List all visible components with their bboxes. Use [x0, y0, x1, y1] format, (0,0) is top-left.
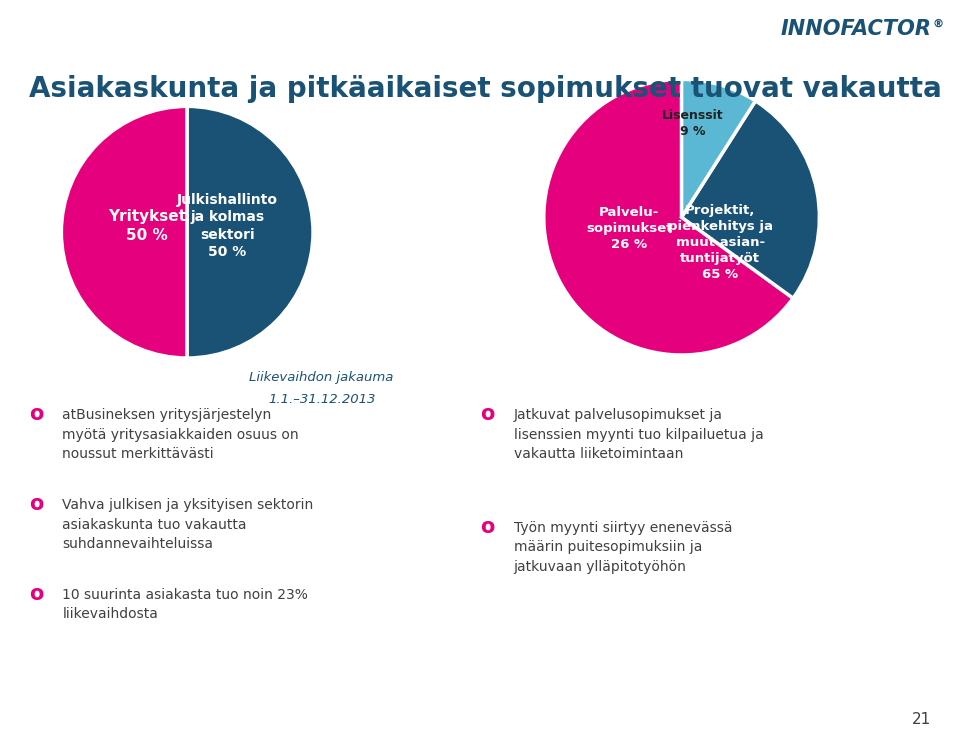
- Text: Liikevaihdon jakauma: Liikevaihdon jakauma: [250, 371, 394, 383]
- Text: o: o: [29, 584, 43, 604]
- Text: Projektit,
pienkehitys ja
muut asian-
tuntijatyöt
65 %: Projektit, pienkehitys ja muut asian- tu…: [668, 204, 773, 281]
- Text: o: o: [480, 404, 494, 425]
- Wedge shape: [543, 79, 793, 355]
- Text: INNOFACTOR: INNOFACTOR: [780, 19, 931, 39]
- Text: Jatkuvat palvelusopimukset ja
lisenssien myynti tuo kilpailuetua ja
vakautta lii: Jatkuvat palvelusopimukset ja lisenssien…: [514, 408, 763, 461]
- Text: atBusineksen yritysjärjestelyn
myötä yritysasiakkaiden osuus on
noussut merkittä: atBusineksen yritysjärjestelyn myötä yri…: [62, 408, 299, 461]
- Text: 10 suurinta asiakasta tuo noin 23%
liikevaihdosta: 10 suurinta asiakasta tuo noin 23% liike…: [62, 588, 308, 622]
- Text: 1.1.–31.12.2013: 1.1.–31.12.2013: [268, 393, 375, 406]
- Wedge shape: [61, 106, 187, 358]
- Text: Palvelu-
sopimukset
26 %: Palvelu- sopimukset 26 %: [586, 206, 672, 251]
- Wedge shape: [187, 106, 313, 358]
- Text: Vahva julkisen ja yksityisen sektorin
asiakaskunta tuo vakautta
suhdannevaihtelu: Vahva julkisen ja yksityisen sektorin as…: [62, 498, 314, 551]
- Text: ®: ®: [932, 19, 944, 28]
- Text: Julkishallinto
ja kolmas
sektori
50 %: Julkishallinto ja kolmas sektori 50 %: [177, 193, 278, 259]
- Text: o: o: [29, 404, 43, 425]
- Text: Yritykset
50 %: Yritykset 50 %: [108, 209, 186, 243]
- Text: o: o: [480, 517, 494, 537]
- Text: 21: 21: [912, 712, 931, 727]
- Wedge shape: [682, 101, 820, 298]
- Text: Työn myynti siirtyy enenevässä
määrin puitesopimuksiin ja
jatkuvaan ylläpitotyöh: Työn myynti siirtyy enenevässä määrin pu…: [514, 521, 732, 574]
- Text: Lisenssit
9 %: Lisenssit 9 %: [661, 109, 724, 138]
- Text: Asiakaskunta ja pitkäaikaiset sopimukset tuovat vakautta: Asiakaskunta ja pitkäaikaiset sopimukset…: [29, 75, 942, 103]
- Wedge shape: [682, 79, 756, 217]
- Text: o: o: [29, 494, 43, 515]
